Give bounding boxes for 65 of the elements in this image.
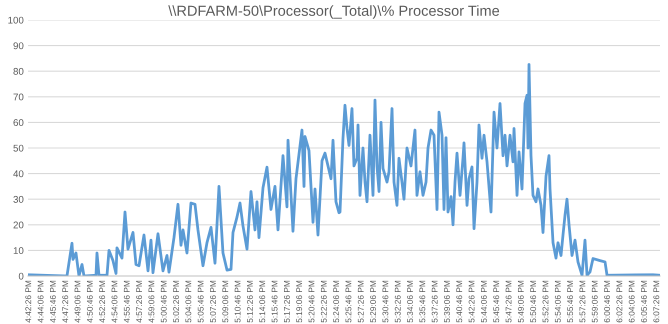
- x-tick-label: 4:59:06 PM: [148, 280, 154, 323]
- x-tick-label: 6:02:26 PM: [616, 280, 622, 322]
- x-tick-label: 5:07:26 PM: [210, 280, 216, 322]
- x-tick-label: 5:04:06 PM: [185, 280, 192, 322]
- x-tick-label: 5:54:06 PM: [554, 280, 561, 322]
- y-tick-label: 80: [13, 68, 24, 75]
- x-tick-label: 5:12:26 PM: [246, 280, 253, 322]
- x-tick-label: 5:35:46 PM: [419, 280, 426, 322]
- x-tick-label: 5:10:46 PM: [234, 280, 241, 322]
- x-tick-label: 6:07:26 PM: [653, 280, 660, 322]
- x-tick-label: 6:00:46 PM: [604, 280, 610, 322]
- x-tick-label: 5:45:46 PM: [493, 280, 500, 322]
- x-tick-label: 5:44:06 PM: [480, 280, 487, 322]
- y-tick-label: 30: [13, 196, 24, 203]
- x-tick-label: 5:47:26 PM: [506, 280, 512, 322]
- x-tick-label: 4:45:46 PM: [50, 280, 56, 323]
- x-tick-label: 5:09:06 PM: [222, 280, 228, 322]
- x-tick-label: 5:15:46 PM: [272, 280, 278, 322]
- x-tick-label: 5:19:06 PM: [296, 280, 302, 322]
- x-tick-label: 4:52:26 PM: [99, 280, 106, 323]
- x-tick-label: 5:14:06 PM: [259, 280, 266, 322]
- x-tick-label: 4:55:46 PM: [124, 280, 130, 323]
- x-tick-label: 5:24:06 PM: [333, 280, 340, 322]
- x-tick-label: 5:30:46 PM: [382, 280, 388, 322]
- x-tick-label: 5:59:06 PM: [592, 280, 598, 322]
- y-tick-label: 40: [13, 170, 24, 178]
- x-tick-label: 5:22:26 PM: [320, 280, 327, 322]
- x-tick-label: 4:47:26 PM: [62, 280, 68, 323]
- x-tick-label: 5:37:26 PM: [432, 280, 438, 322]
- x-tick-label: 5:32:26 PM: [394, 280, 401, 322]
- y-tick-label: 70: [14, 94, 24, 100]
- x-tick-label: 5:50:46 PM: [530, 280, 536, 322]
- x-tick-label: 5:49:06 PM: [518, 280, 524, 322]
- x-tick-label: 5:02:26 PM: [173, 280, 180, 322]
- x-tick-label: 5:39:06 PM: [444, 280, 450, 322]
- x-tick-label: 5:52:26 PM: [542, 280, 548, 322]
- x-tick-label: 5:27:26 PM: [358, 280, 364, 322]
- y-tick-label: 60: [14, 119, 24, 126]
- x-tick-label: 5:42:26 PM: [468, 280, 475, 322]
- y-tick-label: 10: [14, 247, 24, 254]
- y-tick-label: 20: [14, 222, 24, 228]
- x-tick-label: 4:57:26 PM: [136, 280, 142, 323]
- x-tick-label: 5:29:06 PM: [370, 280, 376, 322]
- y-tick-label: 90: [13, 42, 24, 50]
- y-tick-label: 100: [8, 16, 24, 24]
- x-tick-label: 5:20:46 PM: [308, 280, 314, 322]
- x-tick-label: 6:04:06 PM: [628, 280, 635, 322]
- x-tick-label: 4:50:46 PM: [86, 280, 93, 323]
- x-tick-label: 5:57:26 PM: [579, 280, 586, 322]
- y-tick-label: 0: [18, 272, 24, 280]
- x-tick-label: 5:55:46 PM: [567, 280, 574, 322]
- x-tick-label: 5:25:46 PM: [345, 280, 352, 322]
- x-tick-label: 5:17:26 PM: [284, 280, 290, 322]
- x-tick-label: 4:54:06 PM: [112, 280, 118, 323]
- x-tick-label: 5:34:06 PM: [407, 280, 413, 322]
- y-tick-label: 50: [13, 144, 24, 152]
- x-tick-label: 6:05:46 PM: [641, 280, 647, 322]
- x-tick-label: 4:44:06 PM: [38, 280, 44, 323]
- x-tick-label: 5:40:46 PM: [456, 280, 462, 322]
- x-tick-label: 4:49:06 PM: [74, 280, 80, 323]
- chart-title: \\RDFARM-50\Processor(_Total)\% Processor Time: [168, 5, 500, 19]
- x-tick-label: 4:42:26 PM: [25, 280, 32, 323]
- x-tick-label: 5:00:46 PM: [160, 280, 167, 322]
- line-series: [28, 63, 660, 276]
- x-tick-label: 5:05:46 PM: [198, 280, 204, 322]
